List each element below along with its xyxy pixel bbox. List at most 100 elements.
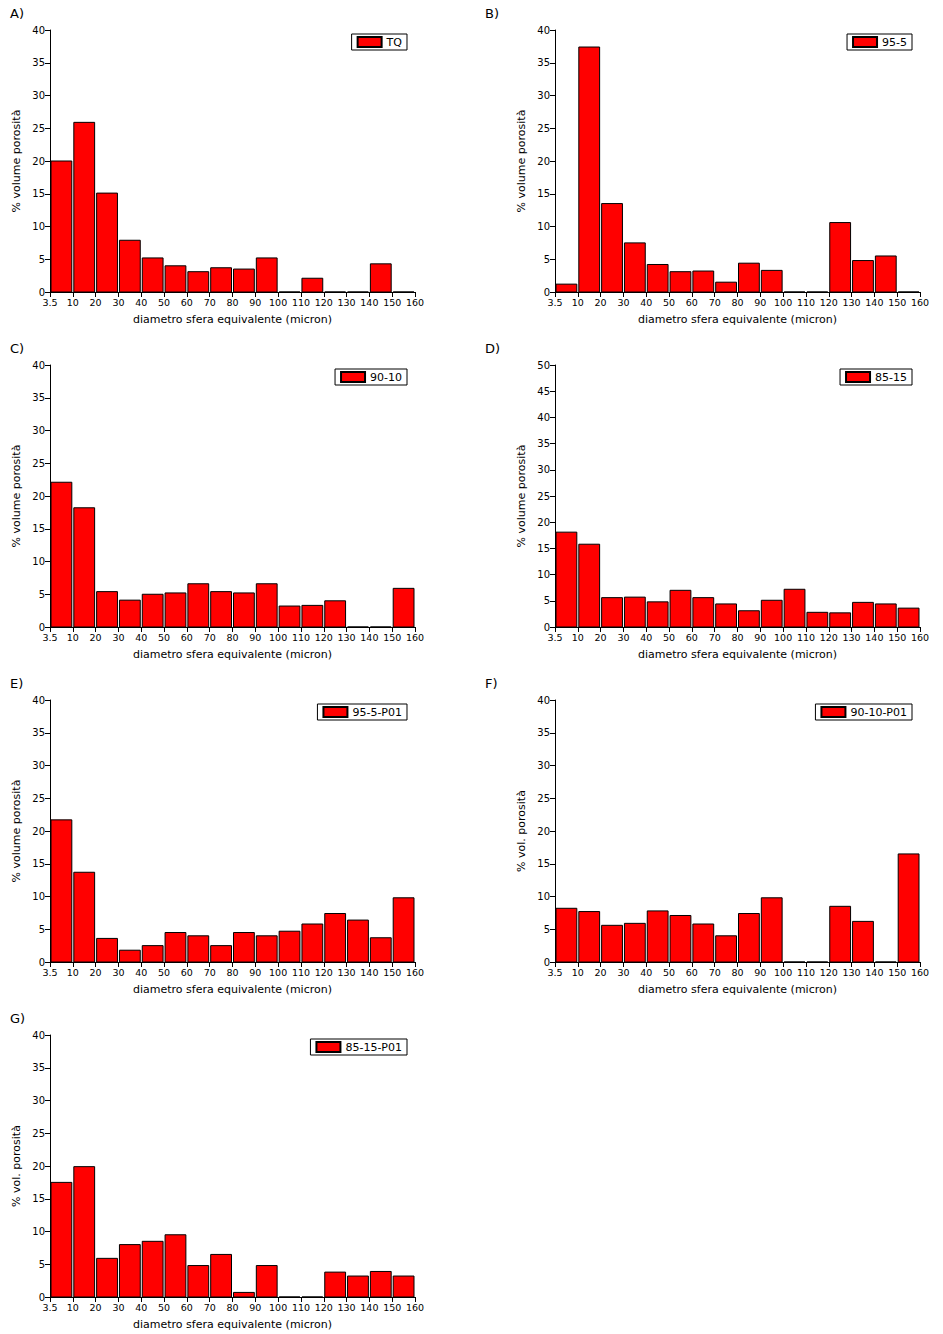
svg-text:35: 35 <box>32 727 45 738</box>
svg-text:60: 60 <box>181 297 193 308</box>
svg-text:160: 160 <box>911 297 929 308</box>
svg-text:90-10: 90-10 <box>370 371 402 384</box>
svg-text:140: 140 <box>360 967 378 978</box>
svg-text:30: 30 <box>537 760 550 771</box>
svg-text:10: 10 <box>537 569 550 580</box>
svg-text:20: 20 <box>90 297 102 308</box>
svg-text:110: 110 <box>797 632 815 643</box>
svg-text:100: 100 <box>774 967 792 978</box>
svg-text:diametro sfera equivalente (mi: diametro sfera equivalente (micron) <box>638 983 837 996</box>
svg-text:% volume porosità: % volume porosità <box>515 445 528 548</box>
svg-text:40: 40 <box>32 1030 45 1041</box>
svg-text:70: 70 <box>709 297 721 308</box>
svg-text:90: 90 <box>754 297 766 308</box>
svg-text:20: 20 <box>595 297 607 308</box>
svg-text:10: 10 <box>32 1226 45 1237</box>
svg-text:30: 30 <box>32 760 45 771</box>
svg-text:30: 30 <box>537 464 550 475</box>
svg-text:30: 30 <box>537 90 550 101</box>
svg-text:80: 80 <box>731 632 743 643</box>
svg-text:70: 70 <box>204 1302 216 1313</box>
svg-text:130: 130 <box>842 297 860 308</box>
svg-text:5: 5 <box>544 924 550 935</box>
svg-text:140: 140 <box>360 1302 378 1313</box>
svg-text:20: 20 <box>90 632 102 643</box>
svg-text:120: 120 <box>820 297 838 308</box>
svg-text:40: 40 <box>537 412 550 423</box>
svg-text:diametro sfera equivalente (mi: diametro sfera equivalente (micron) <box>133 1318 332 1331</box>
svg-text:diametro sfera equivalente (mi: diametro sfera equivalente (micron) <box>133 648 332 661</box>
svg-text:40: 40 <box>32 25 45 36</box>
svg-text:45: 45 <box>537 386 550 397</box>
svg-text:150: 150 <box>383 967 401 978</box>
svg-text:35: 35 <box>32 392 45 403</box>
svg-text:30: 30 <box>112 632 124 643</box>
svg-text:15: 15 <box>537 188 550 199</box>
svg-text:130: 130 <box>337 1302 355 1313</box>
svg-text:40: 40 <box>640 297 652 308</box>
svg-text:F): F) <box>485 676 498 691</box>
svg-text:30: 30 <box>112 1302 124 1313</box>
svg-text:30: 30 <box>32 1095 45 1106</box>
svg-text:150: 150 <box>888 297 906 308</box>
svg-text:5: 5 <box>544 595 550 606</box>
svg-text:60: 60 <box>181 967 193 978</box>
svg-text:110: 110 <box>292 1302 310 1313</box>
svg-text:70: 70 <box>204 967 216 978</box>
svg-text:50: 50 <box>158 967 170 978</box>
svg-text:50: 50 <box>158 1302 170 1313</box>
svg-text:60: 60 <box>181 632 193 643</box>
svg-text:15: 15 <box>32 523 45 534</box>
svg-text:10: 10 <box>572 297 584 308</box>
svg-text:95-5-P01: 95-5-P01 <box>352 706 402 719</box>
svg-text:140: 140 <box>360 297 378 308</box>
svg-text:20: 20 <box>90 967 102 978</box>
svg-text:G): G) <box>10 1011 25 1026</box>
svg-text:25: 25 <box>32 1128 45 1139</box>
svg-text:15: 15 <box>32 858 45 869</box>
svg-text:20: 20 <box>32 826 45 837</box>
svg-text:120: 120 <box>315 632 333 643</box>
svg-text:10: 10 <box>537 221 550 232</box>
svg-text:50: 50 <box>663 297 675 308</box>
svg-text:70: 70 <box>204 297 216 308</box>
svg-text:80: 80 <box>226 632 238 643</box>
svg-text:20: 20 <box>537 826 550 837</box>
svg-text:% vol. porosità: % vol. porosità <box>515 790 528 872</box>
svg-text:100: 100 <box>269 297 287 308</box>
svg-text:30: 30 <box>617 297 629 308</box>
svg-text:70: 70 <box>709 632 721 643</box>
svg-text:100: 100 <box>269 967 287 978</box>
svg-text:40: 40 <box>640 967 652 978</box>
svg-text:120: 120 <box>315 297 333 308</box>
svg-text:40: 40 <box>537 25 550 36</box>
svg-text:40: 40 <box>32 695 45 706</box>
svg-text:140: 140 <box>360 632 378 643</box>
svg-text:3.5: 3.5 <box>42 967 57 978</box>
svg-text:60: 60 <box>686 297 698 308</box>
svg-text:90: 90 <box>754 967 766 978</box>
svg-text:90: 90 <box>249 1302 261 1313</box>
svg-text:150: 150 <box>383 632 401 643</box>
svg-text:40: 40 <box>32 360 45 371</box>
svg-text:C): C) <box>10 341 24 356</box>
svg-text:TQ: TQ <box>386 36 403 49</box>
svg-text:10: 10 <box>32 891 45 902</box>
svg-text:25: 25 <box>32 123 45 134</box>
svg-text:3.5: 3.5 <box>547 967 562 978</box>
svg-text:85-15: 85-15 <box>875 371 907 384</box>
svg-text:15: 15 <box>537 858 550 869</box>
svg-text:10: 10 <box>67 1302 79 1313</box>
svg-text:60: 60 <box>181 1302 193 1313</box>
svg-text:90: 90 <box>754 632 766 643</box>
svg-text:90: 90 <box>249 632 261 643</box>
svg-text:diametro sfera equivalente (mi: diametro sfera equivalente (micron) <box>638 313 837 326</box>
svg-text:40: 40 <box>135 632 147 643</box>
svg-text:40: 40 <box>135 297 147 308</box>
svg-text:160: 160 <box>406 632 424 643</box>
svg-text:30: 30 <box>32 425 45 436</box>
svg-text:% volume porosità: % volume porosità <box>515 110 528 213</box>
svg-text:5: 5 <box>39 924 45 935</box>
svg-text:D): D) <box>485 341 500 356</box>
svg-text:10: 10 <box>67 967 79 978</box>
